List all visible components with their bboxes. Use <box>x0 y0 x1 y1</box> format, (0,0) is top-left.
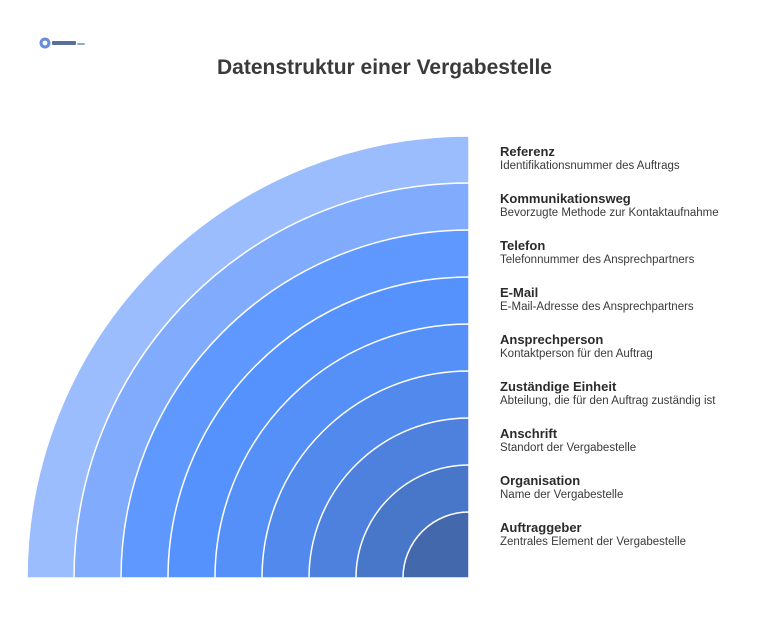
legend-item-title: Telefon <box>500 238 546 253</box>
legend-item-title: E-Mail <box>500 285 539 300</box>
legend-item: Zuständige Einheit Abteilung, die für den… <box>500 379 760 408</box>
legend-item-description: Abteilung, die für den Auftrag zuständig… <box>500 395 716 407</box>
legend-item-description: Name der Vergabestelle <box>500 489 624 501</box>
legend-item-title: Anschrift <box>500 426 558 441</box>
legend-item: Kommunikationsweg Bevorzugte Methode zur … <box>500 191 760 220</box>
legend-item-description: Zentrales Element der Vergabestelle <box>500 536 687 548</box>
legend-item: E-Mail E-Mail-Adresse des Ansprechpartner… <box>500 285 760 314</box>
legend-item-title: Auftraggeber <box>500 520 582 535</box>
logo-wordmark <box>52 41 76 45</box>
legend-item-title: Organisation <box>500 473 581 488</box>
arc-layer-auftraggeber <box>402 511 470 579</box>
legend-item-title: Ansprechperson <box>500 332 604 347</box>
legend-item: Organisation Name der Vergabestelle <box>500 473 760 502</box>
logo-mark-inner <box>42 40 48 46</box>
legend-item-description: E-Mail-Adresse des Ansprechpartners <box>500 301 694 313</box>
page-title: Datenstruktur einer Vergabestelle <box>217 56 552 79</box>
legend-item: Ansprechperson Kontaktperson für den Auft… <box>500 332 760 361</box>
legend-item: Referenz Identifikationsnummer des Auftra… <box>500 144 760 173</box>
legend-item-description: Telefonnummer des Ansprechpartners <box>500 254 695 266</box>
legend-item-description: Kontaktperson für den Auftrag <box>500 348 653 360</box>
legend-item: Anschrift Standort der Vergabestelle <box>500 426 760 455</box>
legend-item: Auftraggeber Zentrales Element der Vergab… <box>500 520 760 549</box>
legend-item-title: Zuständige Einheit <box>500 379 617 394</box>
legend-item: Telefon Telefonnummer des Ansprechpartner… <box>500 238 760 267</box>
company-logo-icon <box>39 37 85 49</box>
legend-item-description: Standort der Vergabestelle <box>500 442 637 454</box>
logo-tagline <box>77 43 85 45</box>
legend-item-title: Referenz <box>500 144 555 159</box>
legend-item-description: Identifikationsnummer des Auftrags <box>500 160 680 172</box>
legend-item-description: Bevorzugte Methode zur Kontaktaufnahme <box>500 207 719 219</box>
legend-item-title: Kommunikationsweg <box>500 191 631 206</box>
